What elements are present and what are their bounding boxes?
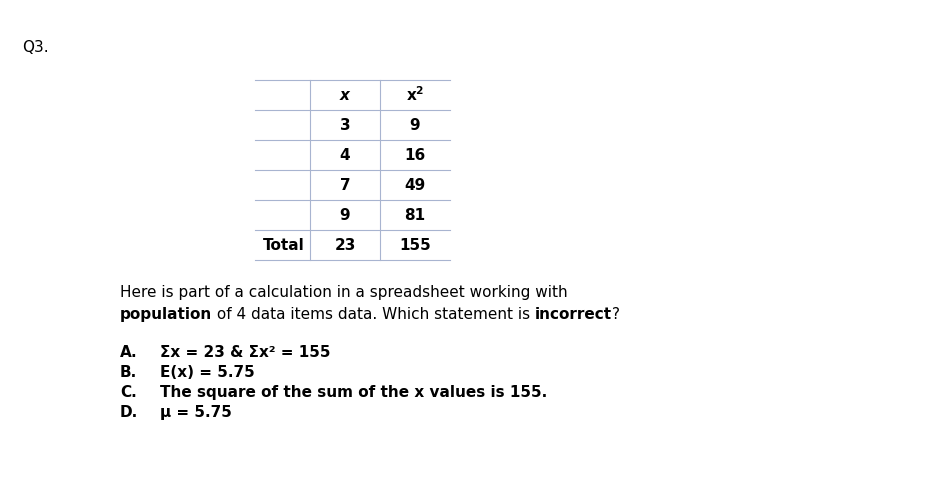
Text: Q3.: Q3.: [22, 40, 48, 55]
Text: 9: 9: [339, 208, 351, 222]
Text: 23: 23: [335, 238, 356, 252]
Text: Σx = 23 & Σx² = 155: Σx = 23 & Σx² = 155: [160, 345, 331, 360]
Text: 4: 4: [339, 147, 351, 163]
Text: ?: ?: [612, 307, 620, 322]
Text: A.: A.: [120, 345, 137, 360]
Text: E(x) = 5.75: E(x) = 5.75: [160, 365, 255, 380]
Text: The square of the sum of the x values is 155.: The square of the sum of the x values is…: [160, 385, 547, 400]
Text: B.: B.: [120, 365, 137, 380]
Text: incorrect: incorrect: [536, 307, 612, 322]
Text: x: x: [340, 87, 350, 103]
Text: of 4 data items data. Which statement is: of 4 data items data. Which statement is: [212, 307, 536, 322]
Text: 3: 3: [339, 117, 351, 133]
Text: Here is part of a calculation in a spreadsheet working with: Here is part of a calculation in a sprea…: [120, 285, 568, 300]
Text: 16: 16: [405, 147, 426, 163]
Text: C.: C.: [120, 385, 137, 400]
Text: Total: Total: [264, 238, 305, 252]
Text: μ = 5.75: μ = 5.75: [160, 405, 232, 420]
Text: D.: D.: [120, 405, 138, 420]
Text: population: population: [120, 307, 212, 322]
Text: 49: 49: [405, 177, 426, 192]
Text: 81: 81: [405, 208, 426, 222]
Text: 7: 7: [339, 177, 351, 192]
Text: 9: 9: [410, 117, 420, 133]
Text: 155: 155: [399, 238, 431, 252]
Text: $\mathbf{x^2}$: $\mathbf{x^2}$: [406, 86, 425, 105]
